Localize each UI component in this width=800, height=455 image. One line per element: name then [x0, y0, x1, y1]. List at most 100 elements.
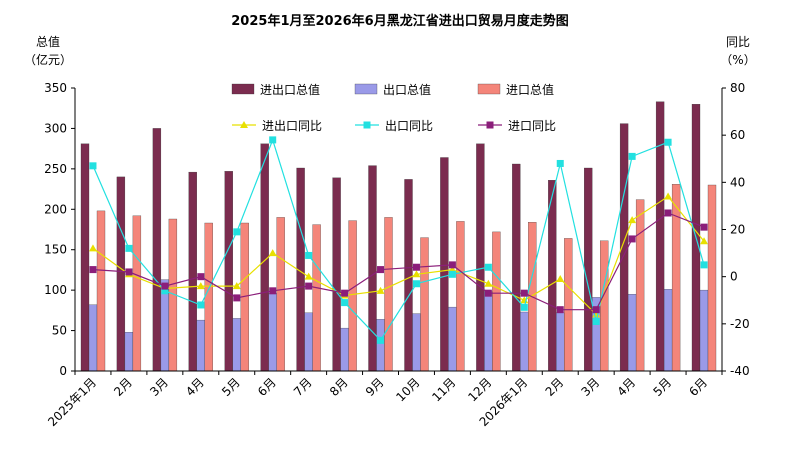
point-2-11: [448, 270, 456, 278]
legend-swatch-3: [477, 83, 501, 95]
left-tick-label-8: 350: [44, 81, 67, 95]
bar-3-7: [312, 224, 321, 372]
point-3-7: [305, 282, 313, 290]
bar-3-12: [492, 231, 501, 372]
left-tick-label-1: 0: [59, 364, 67, 378]
bar-1-4: [188, 171, 197, 372]
point-3-3: [161, 282, 169, 290]
point-2-10: [412, 280, 420, 288]
x-tick-label-12: 12月: [465, 375, 494, 404]
legend-label-3: 进口总值: [506, 82, 554, 97]
bar-3-8: [348, 220, 357, 372]
bar-3-9: [384, 217, 393, 372]
left-tick-label-4: 150: [44, 243, 67, 257]
bar-3-10: [420, 237, 429, 372]
point-3-12: [484, 289, 492, 297]
legend-label-4: 进出口同比: [262, 119, 322, 133]
bar-3-1: [96, 210, 106, 372]
bar-2-16: [627, 294, 637, 372]
legend-label-1: 进出口总值: [260, 82, 320, 97]
bar-1-17: [655, 101, 665, 372]
point-3-13: [520, 289, 528, 297]
point-2-13: [520, 303, 528, 311]
bar-1-15: [584, 167, 593, 372]
x-tick-label-14: 2月: [543, 375, 567, 399]
right-axis-label-line2: （%）: [720, 53, 755, 67]
legend-label-6: 进口同比: [508, 119, 556, 133]
bar-2-10: [412, 313, 421, 372]
point-2-2: [125, 244, 133, 252]
point-2-12: [484, 263, 492, 271]
bar-2-18: [699, 289, 709, 372]
x-tick-label-3: 3月: [147, 375, 171, 399]
line-series-3: [92, 212, 705, 311]
point-2-17: [664, 138, 672, 146]
point-1-12: [484, 279, 493, 287]
point-3-18: [700, 223, 708, 231]
point-2-6: [269, 136, 277, 144]
bar-2-6: [268, 293, 277, 372]
bar-1-11: [440, 157, 449, 372]
x-tick-label-9: 9月: [363, 375, 387, 399]
left-axis-label-line2: （亿元）: [24, 52, 72, 67]
point-3-15: [592, 306, 600, 314]
left-axis-label-line1: 总值: [36, 34, 60, 49]
point-2-1: [89, 162, 97, 170]
x-tick-label-18: 6月: [686, 375, 710, 399]
bar-1-1: [80, 143, 90, 372]
bar-1-3: [152, 128, 162, 372]
right-axis-label-line1: 同比: [726, 35, 750, 49]
right-tick-label-4: 20: [730, 223, 745, 237]
point-2-5: [233, 228, 241, 236]
point-1-17: [664, 192, 673, 200]
bar-1-5: [224, 171, 233, 372]
point-2-4: [197, 301, 205, 309]
chart-title: 2025年1月至2026年6月黑龙江省进出口贸易月度走势图: [231, 13, 568, 29]
x-tick-label-5: 5月: [219, 375, 243, 399]
point-3-9: [377, 266, 385, 274]
legend-swatch-2: [354, 83, 378, 95]
left-tick-label-5: 200: [44, 202, 67, 216]
point-3-4: [197, 273, 205, 281]
point-3-10: [412, 263, 420, 271]
bar-2-14: [556, 312, 565, 372]
bar-3-15: [600, 240, 609, 372]
point-1-15: [592, 310, 601, 318]
point-3-17: [664, 209, 672, 217]
legend-label-5: 出口同比: [385, 119, 433, 133]
line-series-1: [92, 195, 705, 316]
bar-2-5: [232, 318, 241, 372]
legend-marker-6: [486, 121, 494, 129]
right-tick-label-5: 40: [730, 175, 745, 189]
point-2-15: [592, 317, 600, 325]
point-1-5: [232, 282, 241, 290]
bar-1-2: [116, 176, 126, 372]
bar-2-13: [520, 311, 529, 372]
bar-1-10: [404, 179, 413, 372]
point-3-14: [556, 306, 564, 314]
point-3-2: [125, 268, 133, 276]
x-tick-label-17: 5月: [650, 375, 674, 399]
point-1-1: [88, 244, 97, 252]
bar-1-9: [368, 165, 377, 372]
point-1-7: [304, 272, 313, 280]
bar-2-17: [663, 289, 673, 372]
bar-3-17: [671, 184, 681, 372]
point-1-9: [376, 286, 385, 294]
bar-2-12: [484, 291, 493, 372]
bar-1-12: [476, 143, 485, 372]
point-3-11: [448, 261, 456, 269]
right-tick-label-6: 60: [730, 128, 745, 142]
left-tick-label-2: 50: [52, 324, 67, 338]
point-1-16: [628, 216, 637, 224]
bar-2-11: [448, 306, 457, 372]
x-tick-label-15: 3月: [579, 375, 603, 399]
line-layer: [88, 136, 709, 344]
point-2-7: [305, 251, 313, 259]
point-2-18: [700, 261, 708, 269]
point-3-16: [628, 235, 636, 243]
left-tick-label-6: 250: [44, 162, 67, 176]
point-3-5: [233, 294, 241, 302]
legend-label-2: 出口总值: [383, 82, 431, 97]
